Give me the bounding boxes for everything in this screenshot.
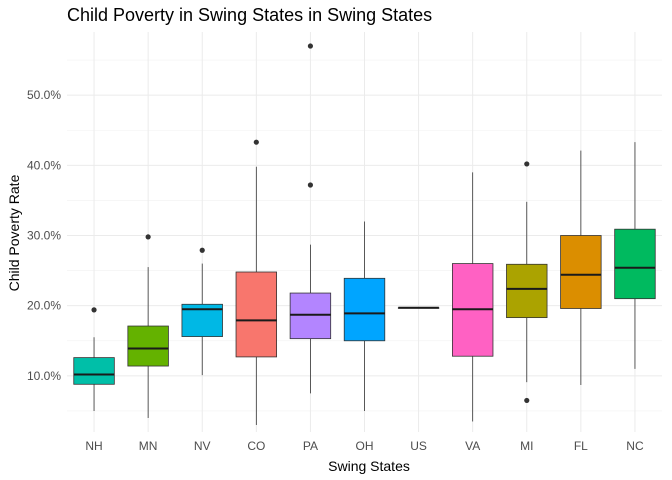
outlier-point <box>524 161 530 167</box>
box-us <box>397 306 440 309</box>
x-tick-label: NH <box>85 439 102 453</box>
x-tick-label: OH <box>356 439 374 453</box>
outlier-point <box>524 397 530 404</box>
box-iqr <box>614 228 656 300</box>
box-oh <box>343 221 386 411</box>
outlier-point <box>91 307 97 313</box>
outlier-point <box>307 182 314 188</box>
chart-title: Child Poverty in Swing States in Swing S… <box>67 5 432 25</box>
box-mi <box>506 161 548 404</box>
x-tick-label: NV <box>194 439 211 453</box>
y-axis-ticks: 10.0% 20.0% 30.0% 40.0% 50.0% <box>27 88 61 383</box>
y-tick-label: 40.0% <box>27 158 61 172</box>
box-iqr <box>235 271 278 358</box>
x-tick-label: NC <box>626 439 644 453</box>
outlier-point <box>307 43 314 49</box>
x-tick-label: CO <box>247 439 265 453</box>
box-iqr <box>289 292 332 340</box>
y-tick-label: 10.0% <box>27 369 61 383</box>
x-tick-label: US <box>410 439 427 453</box>
box-fl <box>560 150 602 385</box>
x-tick-label: MN <box>139 439 158 453</box>
x-tick-label: VA <box>465 439 480 453</box>
outlier-point <box>145 234 151 240</box>
box-iqr <box>127 325 169 367</box>
x-axis-ticks: NH MN NV CO PA OH US VA MI FL NC <box>85 439 644 453</box>
box-va <box>451 172 494 422</box>
boxes <box>73 43 656 425</box>
x-tick-label: MI <box>520 439 533 453</box>
box-pa <box>289 43 332 394</box>
box-nc <box>614 142 656 369</box>
box-mn <box>127 234 169 418</box>
outlier-point <box>253 139 259 145</box>
x-tick-label: FL <box>574 439 588 453</box>
box-iqr <box>560 235 602 309</box>
y-tick-label: 50.0% <box>27 88 61 102</box>
y-axis-title: Child Poverty Rate <box>6 174 22 291</box>
outlier-point <box>199 247 205 253</box>
y-tick-label: 30.0% <box>27 229 61 243</box>
box-iqr <box>73 357 115 385</box>
box-co <box>235 139 278 425</box>
box-nv <box>181 247 223 376</box>
x-axis-title: Swing States <box>328 458 410 474</box>
box-iqr <box>506 263 548 319</box>
x-tick-label: PA <box>303 439 318 453</box>
y-tick-label: 20.0% <box>27 299 61 313</box>
box-nh <box>73 307 115 411</box>
box-iqr <box>343 277 386 342</box>
